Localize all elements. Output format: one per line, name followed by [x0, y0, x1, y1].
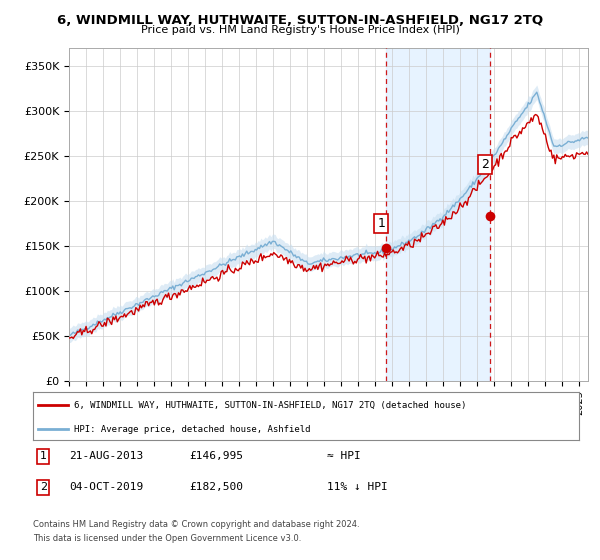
- Text: 11% ↓ HPI: 11% ↓ HPI: [327, 482, 388, 492]
- Text: £146,995: £146,995: [189, 451, 243, 461]
- Bar: [386, 48, 490, 381]
- Text: 6, WINDMILL WAY, HUTHWAITE, SUTTON-IN-ASHFIELD, NG17 2TQ (detached house): 6, WINDMILL WAY, HUTHWAITE, SUTTON-IN-AS…: [74, 401, 466, 410]
- Text: 6, WINDMILL WAY, HUTHWAITE, SUTTON-IN-ASHFIELD, NG17 2TQ: 6, WINDMILL WAY, HUTHWAITE, SUTTON-IN-AS…: [57, 14, 543, 27]
- Text: 2: 2: [40, 482, 47, 492]
- Text: 04-OCT-2019: 04-OCT-2019: [69, 482, 143, 492]
- Text: 1: 1: [40, 451, 47, 461]
- Text: 1: 1: [377, 217, 385, 230]
- Text: £182,500: £182,500: [189, 482, 243, 492]
- Text: ≈ HPI: ≈ HPI: [327, 451, 361, 461]
- Text: Price paid vs. HM Land Registry's House Price Index (HPI): Price paid vs. HM Land Registry's House …: [140, 25, 460, 35]
- Text: 21-AUG-2013: 21-AUG-2013: [69, 451, 143, 461]
- Text: This data is licensed under the Open Government Licence v3.0.: This data is licensed under the Open Gov…: [33, 534, 301, 543]
- Text: 2: 2: [481, 158, 489, 171]
- Text: HPI: Average price, detached house, Ashfield: HPI: Average price, detached house, Ashf…: [74, 424, 310, 433]
- Text: Contains HM Land Registry data © Crown copyright and database right 2024.: Contains HM Land Registry data © Crown c…: [33, 520, 359, 529]
